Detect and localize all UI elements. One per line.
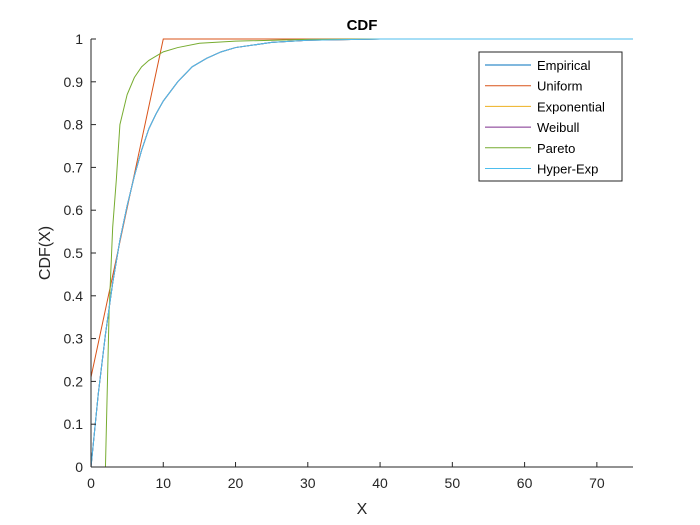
x-tick-label: 30 xyxy=(300,475,316,491)
x-tick-label: 10 xyxy=(155,475,171,491)
legend-label: Uniform xyxy=(537,79,583,94)
x-tick-label: 20 xyxy=(228,475,244,491)
series-line-pareto xyxy=(104,38,633,468)
x-tick-label: 40 xyxy=(372,475,388,491)
x-ticks: 0 10 20 30 40 50 60 70 xyxy=(87,462,605,491)
y-tick-label: 0.7 xyxy=(64,159,84,175)
x-tick-label: 60 xyxy=(517,475,533,491)
x-tick-label: 50 xyxy=(445,475,461,491)
y-tick-label: 0.2 xyxy=(64,373,84,389)
y-tick-label: 0.6 xyxy=(64,202,84,218)
legend-label: Weibull xyxy=(537,120,580,135)
x-tick-label: 70 xyxy=(589,475,605,491)
y-tick-label: 0.1 xyxy=(64,416,84,432)
legend-label: Empirical xyxy=(537,58,591,73)
legend-label: Pareto xyxy=(537,141,575,156)
y-tick-label: 1 xyxy=(75,31,83,47)
x-tick-label: 0 xyxy=(87,475,95,491)
series-line-hyper-exp xyxy=(90,38,633,468)
y-tick-label: 0.9 xyxy=(64,74,84,90)
y-tick-label: 0.4 xyxy=(64,288,84,304)
series-layer xyxy=(90,38,633,468)
chart-title: CDF xyxy=(347,17,378,34)
legend: Empirical Uniform Exponential Weibull Pareto… xyxy=(478,51,623,182)
y-tick-label: 0.8 xyxy=(64,117,84,133)
y-tick-label: 0 xyxy=(75,459,83,475)
legend-box xyxy=(478,51,623,182)
legend-label: Exponential xyxy=(537,99,605,114)
y-tick-label: 0.5 xyxy=(64,245,84,261)
y-tick-label: 0.3 xyxy=(64,331,84,347)
y-axis-label: CDF(X) xyxy=(37,226,54,280)
legend-label: Hyper-Exp xyxy=(537,162,598,177)
x-axis-label: X xyxy=(357,501,368,518)
y-ticks: 0 0.1 0.2 0.3 0.4 0.5 0.6 0.7 0.8 0.9 1 xyxy=(64,31,96,475)
